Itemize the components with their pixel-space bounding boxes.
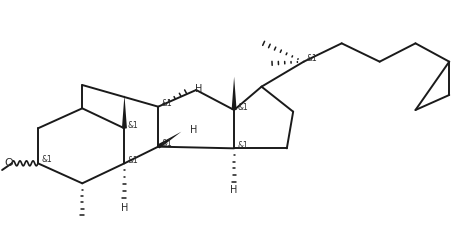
Text: H: H <box>194 84 202 94</box>
Text: H: H <box>230 185 237 195</box>
Text: &1: &1 <box>161 139 172 148</box>
Polygon shape <box>231 77 236 110</box>
Polygon shape <box>156 132 181 148</box>
Text: &1: &1 <box>127 156 138 165</box>
Text: H: H <box>189 125 197 135</box>
Text: &1: &1 <box>127 121 138 130</box>
Text: &1: &1 <box>237 102 247 111</box>
Text: H: H <box>120 203 128 213</box>
Polygon shape <box>122 95 127 128</box>
Text: &1: &1 <box>306 54 317 63</box>
Text: &1: &1 <box>237 141 247 150</box>
Text: &1: &1 <box>42 155 53 164</box>
Text: &1: &1 <box>161 99 172 108</box>
Text: O: O <box>4 158 13 168</box>
